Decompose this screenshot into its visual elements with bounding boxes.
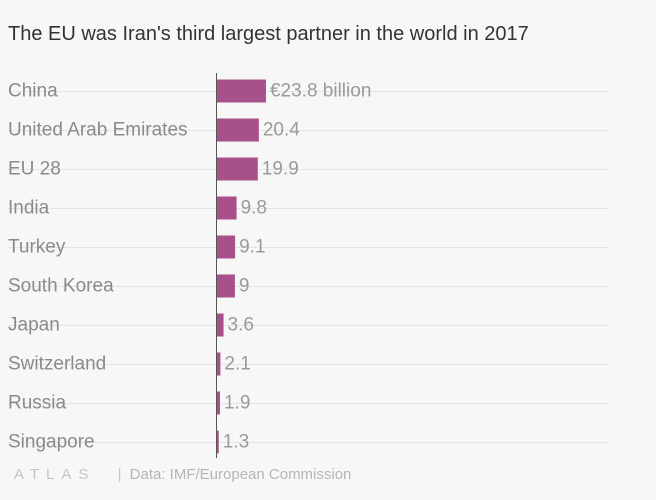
source-note: Data: IMF/European Commission	[129, 466, 352, 483]
category-label: China	[8, 81, 58, 102]
category-label: Japan	[8, 315, 60, 336]
category-label: EU 28	[8, 159, 61, 180]
bar	[216, 430, 219, 454]
value-label: 9	[239, 276, 250, 297]
category-label: Russia	[8, 393, 67, 414]
value-label: 1.3	[223, 432, 249, 453]
chart-footer: ATLAS | Data: IMF/European Commission	[14, 466, 351, 483]
atlas-logo: ATLAS	[14, 466, 96, 483]
chart-title: The EU was Iran's third largest partner …	[8, 23, 529, 45]
category-label: Singapore	[8, 432, 95, 453]
bar	[216, 274, 235, 298]
bar	[216, 196, 237, 220]
bar	[216, 235, 236, 259]
bar	[216, 118, 259, 142]
value-label: 20.4	[263, 120, 300, 141]
value-label: 1.9	[224, 393, 250, 414]
value-label: 3.6	[228, 315, 254, 336]
value-label: 9.8	[241, 198, 267, 219]
category-label: India	[8, 198, 50, 219]
bar	[216, 157, 258, 181]
footer-separator: |	[117, 466, 122, 483]
bar	[216, 79, 266, 103]
value-label: 2.1	[224, 354, 250, 375]
value-label: 9.1	[239, 237, 265, 258]
category-label: Switzerland	[8, 354, 106, 375]
category-label: Turkey	[8, 237, 66, 258]
bar	[216, 391, 220, 415]
bar	[216, 313, 224, 337]
value-label: €23.8 billion	[270, 81, 371, 102]
category-label: South Korea	[8, 276, 114, 297]
category-label: United Arab Emirates	[8, 120, 188, 141]
bar	[216, 352, 221, 376]
value-label: 19.9	[262, 159, 299, 180]
